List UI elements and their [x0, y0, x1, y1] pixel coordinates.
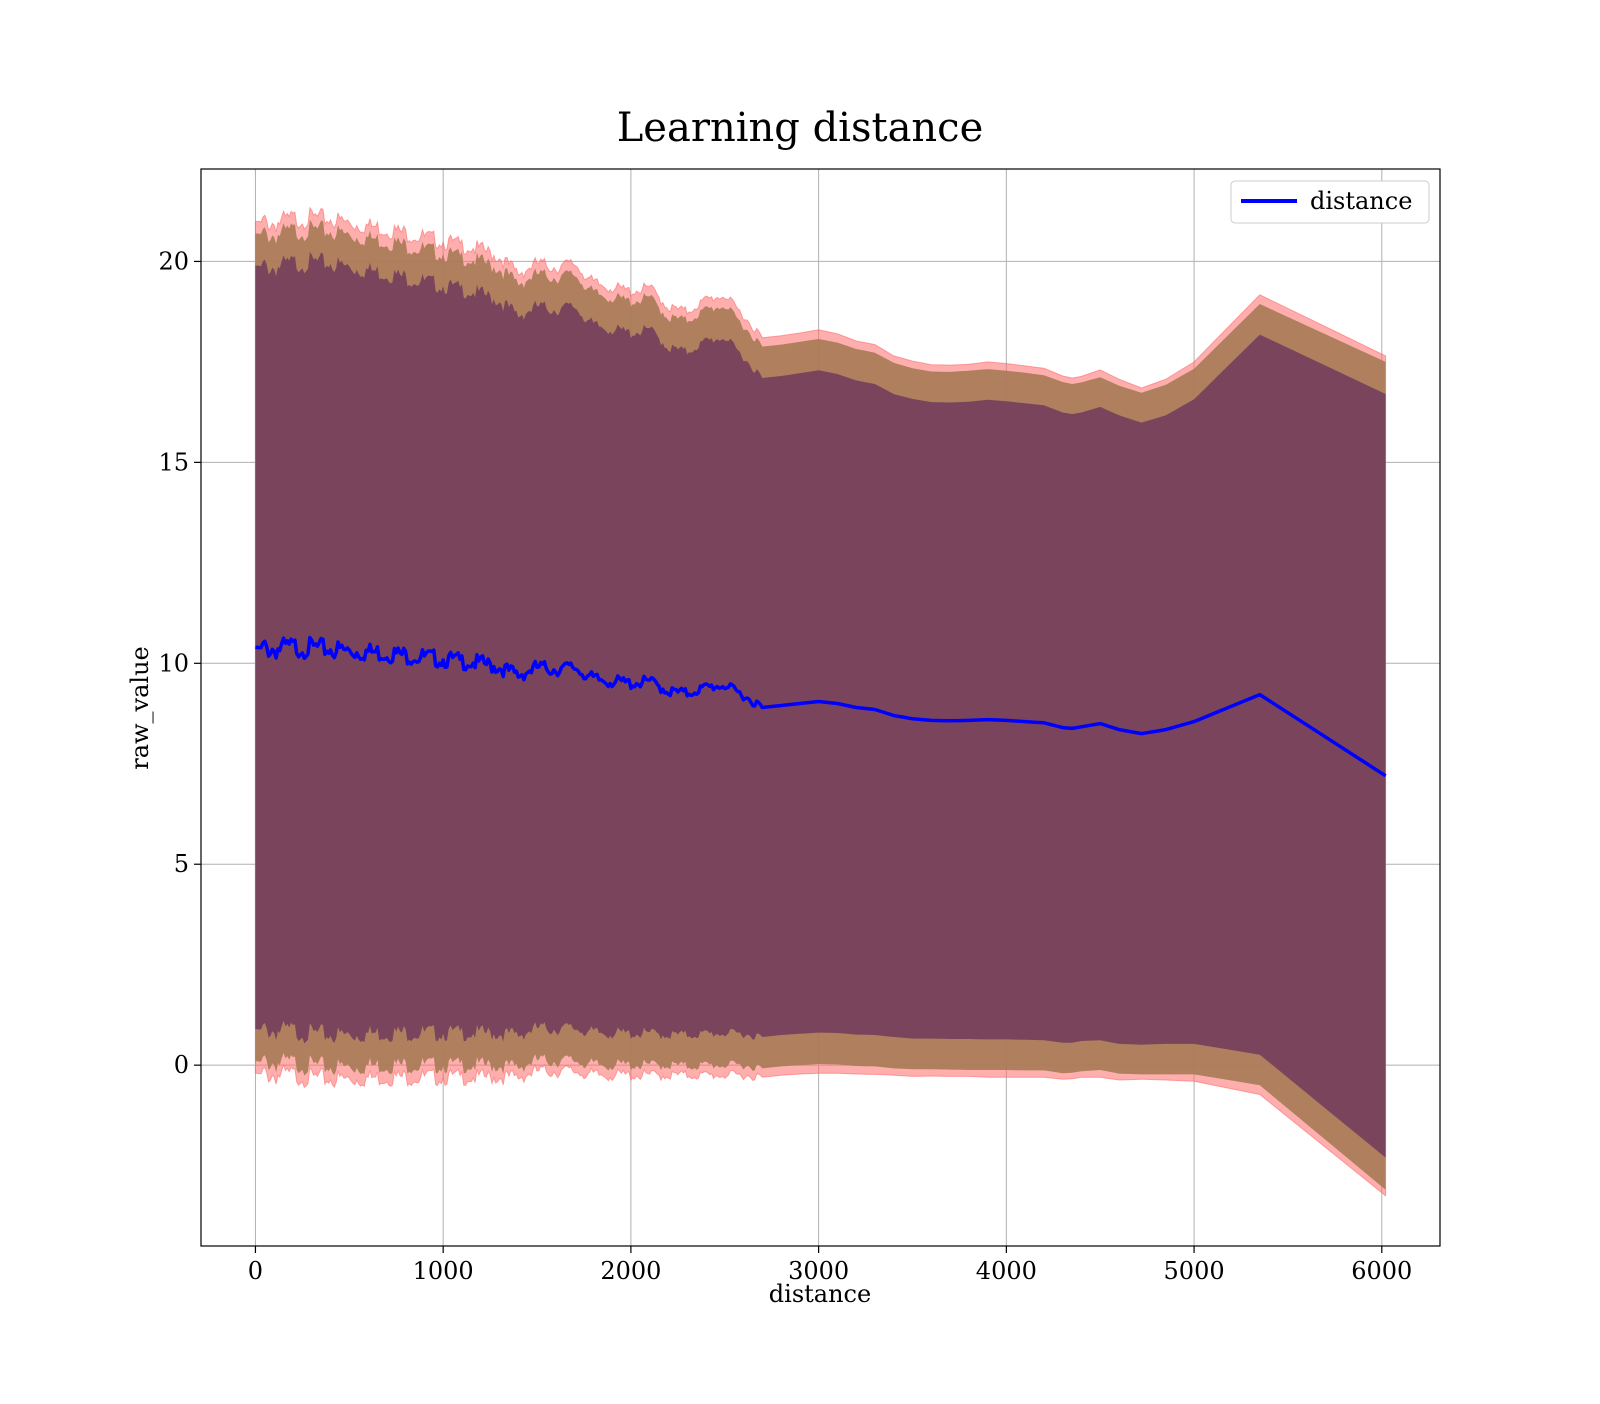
y-tick-label: 0	[174, 1051, 189, 1079]
legend: distance	[1230, 180, 1430, 224]
chart-title: Learning distance	[617, 105, 984, 151]
band-inner	[255, 252, 1386, 1158]
series-line-distance	[255, 635, 1387, 778]
x-tick-label: 1000	[413, 1257, 474, 1285]
line-layer	[255, 635, 1387, 778]
band-layer	[254, 206, 1387, 1197]
y-tick-label: 20	[158, 247, 189, 275]
y-tick-label: 5	[174, 850, 189, 878]
x-tick-label: 0	[248, 1257, 263, 1285]
y-tick-label: 15	[158, 448, 189, 476]
y-tick-label: 10	[158, 649, 189, 677]
x-axis-label: distance	[769, 1280, 871, 1308]
x-tick-label: 4000	[976, 1257, 1037, 1285]
plot-frame	[200, 168, 1441, 1247]
legend-label: distance	[1310, 187, 1412, 215]
tick-layer: 0 1000 2000 3000 4000 5000 6000 0 5 10 15 20	[158, 247, 1412, 1285]
x-tick-label: 3000	[788, 1257, 849, 1285]
x-tick-label: 6000	[1351, 1257, 1412, 1285]
legend-box	[1230, 180, 1430, 224]
x-tick-label: 5000	[1164, 1257, 1225, 1285]
x-tick-label: 2000	[600, 1257, 661, 1285]
y-axis-label: raw_value	[126, 646, 154, 770]
